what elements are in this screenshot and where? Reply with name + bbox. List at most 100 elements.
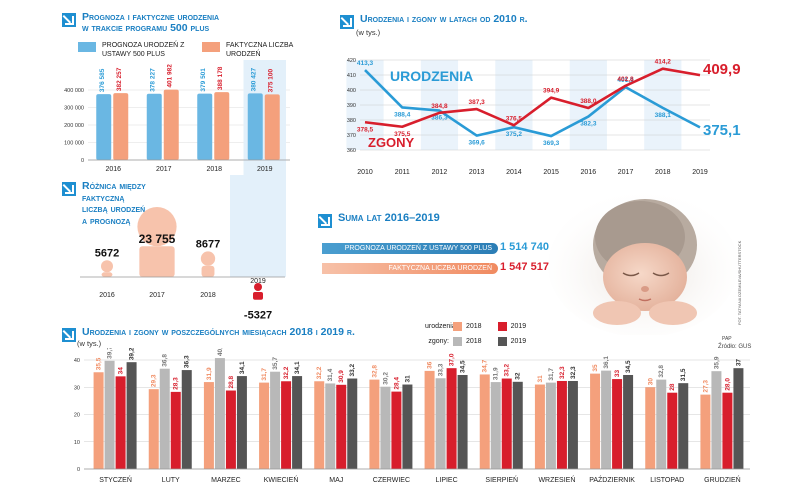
data-label: 31 (537, 375, 544, 383)
sum-bar-faktyczna-label: FAKTYCZNA LICZBA URODZEŃ (388, 265, 492, 272)
bar (314, 381, 325, 469)
legend-urodzenia: urodzenia: 2018 2019 (425, 322, 526, 331)
bar (667, 392, 678, 469)
y-tick-label: 30 (74, 385, 80, 391)
bar (446, 368, 457, 469)
data-label: 378,5 (357, 126, 374, 133)
bar (601, 370, 612, 469)
sum-value-prognoza: 1 514 740 (500, 241, 549, 253)
x-tick-label: 2014 (506, 169, 522, 176)
births-deaths-line-chart: 360 370 380 390 400 410 420 2010 2011 2012 2013 201… (346, 58, 741, 176)
data-label: -5327 (244, 310, 272, 322)
bar (93, 372, 104, 469)
legend-swatch-prognoza (78, 42, 96, 52)
section4-header: Suma lat 2016–2019 (318, 213, 440, 228)
bar (512, 381, 523, 469)
x-tick-label: 2018 (200, 292, 216, 299)
bar (325, 383, 336, 469)
bar (203, 382, 214, 469)
x-tick-label: 2018 (206, 166, 222, 173)
data-label: 32,3 (559, 366, 566, 379)
x-tick-label: SIERPIEŃ (485, 475, 518, 484)
data-label: 31 (404, 375, 411, 383)
legend-label-prognoza: PROGNOZA URODZEŃ Z USTAWY 500 PLUS (102, 42, 185, 58)
data-label: 35 (592, 364, 599, 372)
y-tick-label: 40 (74, 358, 80, 364)
section1-header: Prognoza i faktyczne urodzenia w trakcie… (62, 12, 219, 34)
data-label: 32,8 (658, 365, 665, 378)
bar (656, 379, 667, 469)
data-label: 375 100 (268, 68, 275, 92)
bar (590, 373, 601, 469)
y-tick-label: 0 (77, 467, 80, 473)
x-tick-label: LUTY (162, 477, 180, 484)
data-label: 414,2 (655, 59, 672, 66)
data-label: 401 982 (167, 64, 174, 88)
bar (104, 360, 115, 469)
bar (700, 394, 711, 469)
y-tick-label: 300 000 (64, 106, 84, 112)
section5-header: Urodzenia i zgony w poszczególnych miesi… (62, 327, 355, 342)
data-label: 388 178 (217, 66, 224, 90)
highlight-band (230, 175, 286, 277)
x-tick-label: GRUDZIEŃ (704, 475, 741, 484)
y-tick-label: 0 (81, 158, 84, 164)
legend-label-faktyczna: FAKTYCZNA LICZBA URODZEŃ (226, 42, 293, 58)
data-label: 32,8 (371, 365, 378, 378)
data-label: 30,2 (382, 372, 389, 385)
data-label: 27,3 (702, 380, 709, 393)
legend-swatch-urodzenia-2019 (497, 322, 507, 331)
data-label: 36,8 (162, 354, 169, 367)
data-label: 31,9 (493, 367, 500, 380)
y-tick-label: 370 (347, 133, 356, 139)
end-value-urodzenia: 375,1 (703, 122, 741, 139)
bar (236, 376, 247, 469)
data-label: 34 (118, 367, 125, 375)
data-label: 376,5 (506, 115, 523, 122)
bar (623, 374, 634, 469)
bar (96, 94, 112, 160)
x-tick-label: STYCZEŃ (99, 475, 132, 484)
data-label: 40,7 (217, 348, 224, 356)
data-label: 31,5 (680, 368, 687, 381)
data-label: 384,8 (431, 103, 448, 110)
legend-year-2019: 2019 (510, 323, 527, 330)
x-tick-label: 2015 (543, 169, 559, 176)
legend-year-2019: 2019 (510, 338, 527, 345)
urodzenia-line (364, 69, 701, 138)
bar (711, 371, 722, 469)
legend-zgony: zgony: 2018 2019 (425, 337, 526, 346)
y-tick-label: 390 (347, 103, 356, 109)
bar (197, 93, 213, 160)
x-tick-label: 2016 (105, 166, 121, 173)
legend-prognoza: PROGNOZA URODZEŃ Z USTAWY 500 PLUS (78, 42, 186, 59)
baby-head-icon (254, 283, 262, 291)
births-forecast-chart: 0 100 000 200 000 300 000 400 000 2016 376 585… (64, 60, 290, 180)
x-tick-label: 2019 (257, 166, 273, 173)
data-label: 8677 (196, 238, 220, 250)
x-tick-label: KWIECIEŃ (264, 475, 299, 484)
data-label: 379 501 (200, 68, 207, 92)
bar (281, 381, 292, 469)
bar (424, 370, 435, 469)
section1-title-line2: w trakcie programu 500 plus (82, 22, 210, 34)
x-tick-label: WRZESIEŃ (538, 475, 575, 484)
data-label: 388,0 (580, 98, 597, 105)
y-tick-label: 200 000 (64, 123, 84, 129)
legend-year-2018: 2018 (466, 338, 482, 345)
data-label: 388,4 (394, 111, 411, 118)
photo-credit: FOT. TATYANA DZEMILEVA/SHUTTERSTOCK (737, 240, 742, 325)
bar (556, 380, 567, 469)
section5-subtitle: (w tys.) (77, 339, 102, 348)
data-label: 39,7 (107, 348, 114, 359)
bar (490, 382, 501, 469)
legend-zgony-label: zgony: (428, 338, 449, 345)
bar (101, 272, 113, 277)
x-tick-label: PAŹDZIERNIK (589, 475, 635, 484)
bar (115, 376, 126, 469)
y-tick-label: 380 (347, 118, 356, 124)
bar (336, 384, 347, 469)
data-label: 402,8 (617, 76, 634, 83)
bar (380, 386, 391, 469)
data-label: 34,7 (482, 359, 489, 372)
